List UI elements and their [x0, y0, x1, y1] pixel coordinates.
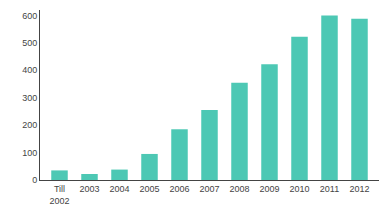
svg-text:300: 300 — [22, 93, 37, 103]
svg-text:2007: 2007 — [199, 184, 219, 194]
svg-text:200: 200 — [22, 120, 37, 130]
svg-text:2010: 2010 — [289, 184, 309, 194]
svg-text:2003: 2003 — [79, 184, 99, 194]
svg-text:2005: 2005 — [139, 184, 159, 194]
svg-text:400: 400 — [22, 65, 37, 75]
svg-text:100: 100 — [22, 148, 37, 158]
svg-text:2011: 2011 — [320, 184, 339, 194]
svg-text:2012: 2012 — [349, 184, 369, 194]
svg-text:2006: 2006 — [169, 184, 189, 194]
svg-text:2008: 2008 — [229, 184, 249, 194]
svg-text:2004: 2004 — [109, 184, 129, 194]
svg-text:0: 0 — [32, 175, 37, 185]
svg-text:Till2002: Till2002 — [49, 184, 69, 206]
svg-text:500: 500 — [22, 38, 37, 48]
svg-text:600: 600 — [22, 11, 37, 21]
svg-text:2009: 2009 — [259, 184, 279, 194]
